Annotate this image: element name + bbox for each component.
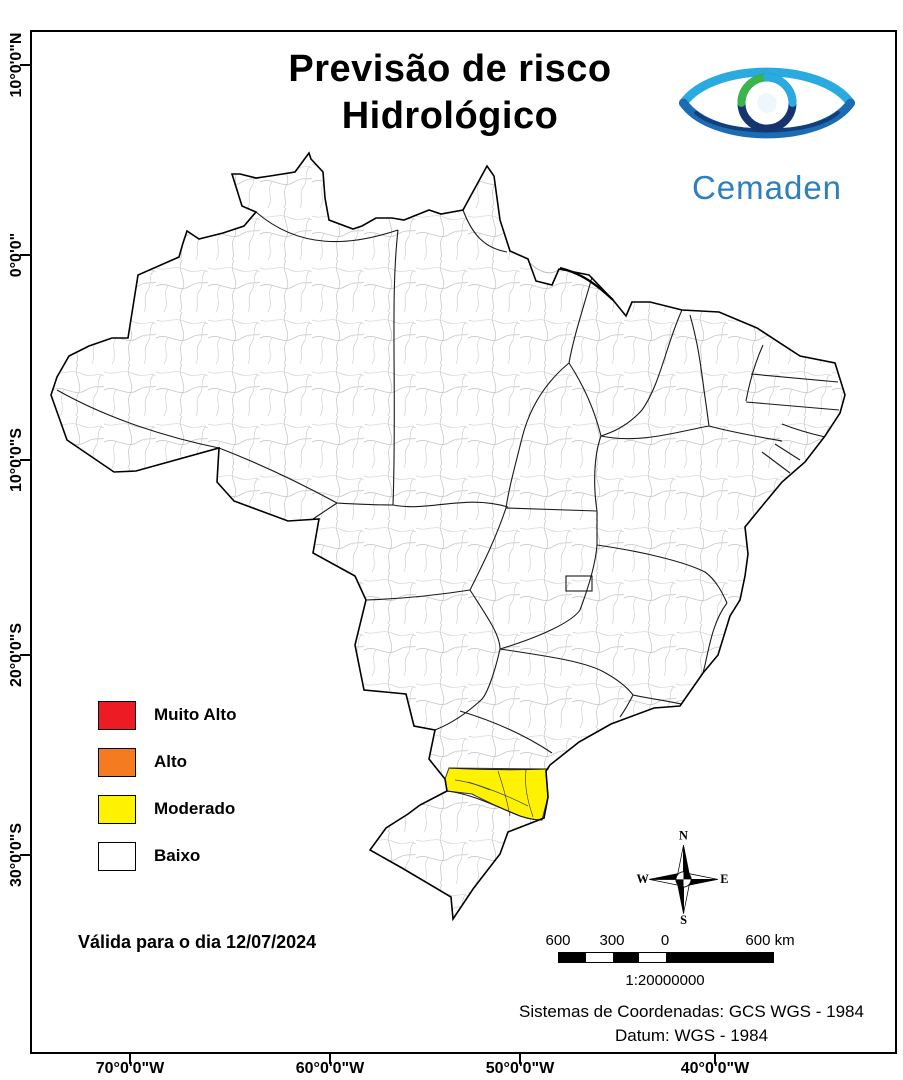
scale-ratio-text: 1:20000000 (625, 972, 705, 989)
lon-label-60w: 60°0'0"W (295, 1060, 365, 1077)
moderate-risk-municipal-lines (454, 769, 534, 818)
legend-item-alto: Alto (98, 747, 236, 777)
legend-label-baixo: Baixo (154, 846, 201, 865)
coordinate-system-line1: Sistemas de Coordenadas: GCS WGS - 1984 (519, 1002, 864, 1021)
lon-tick (129, 1052, 131, 1064)
scale-bar-segment (559, 953, 586, 962)
scale-label-600-left: 600 (545, 932, 571, 949)
lon-tick (329, 1052, 331, 1064)
lat-tick (20, 64, 32, 66)
page-title: Previsão de risco Hidrológico (150, 46, 750, 140)
map-frame-border (30, 30, 897, 1054)
legend-swatch-moderado (98, 794, 136, 824)
lat-tick (20, 654, 32, 656)
compass-e-label: E (720, 872, 728, 886)
risk-legend: Muito Alto Alto Moderado Baixo (98, 700, 236, 888)
scale-label-0: 0 (660, 932, 670, 949)
coordinate-system-line2: Datum: WGS - 1984 (614, 1026, 769, 1045)
scale-bar-segment (639, 953, 666, 962)
lon-label-50w: 50°0'0"W (485, 1060, 555, 1077)
scale-bar-segment (585, 953, 613, 962)
scale-bar (558, 952, 774, 963)
validity-date-text: Válida para o dia 12/07/2024 (78, 932, 317, 952)
lon-tick (714, 1052, 716, 1064)
coordinate-system-note: Sistemas de Coordenadas: GCS WGS - 1984 … (480, 1000, 903, 1048)
page-title-line1: Previsão de risco (288, 48, 612, 90)
state-boundaries (56, 209, 840, 821)
lon-label-40w: 40°0'0"W (680, 1060, 750, 1077)
municipal-boundaries-texture (51, 153, 845, 919)
legend-label-moderado: Moderado (154, 799, 236, 818)
lat-tick (20, 254, 32, 256)
brazil-outline (50, 151, 846, 922)
cemaden-eye-icon (678, 67, 856, 139)
cemaden-logo: Cemaden (662, 44, 872, 207)
legend-swatch-alto (98, 747, 136, 777)
lat-tick (20, 854, 32, 856)
scale-bar-segment (612, 953, 640, 962)
compass-n-label: N (679, 830, 688, 843)
compass-rose: N S E W (636, 830, 728, 925)
scale-label-300: 300 (599, 932, 625, 949)
legend-label-muito-alto: Muito Alto (154, 705, 237, 724)
legend-item-baixo: Baixo (98, 841, 236, 871)
lon-tick (519, 1052, 521, 1064)
distrito-federal-boundary (565, 575, 593, 592)
scale-bar-segment (666, 953, 773, 962)
compass-w-label: W (636, 872, 649, 886)
lon-label-70w: 70°0'0"W (95, 1060, 165, 1077)
legend-label-alto: Alto (154, 752, 188, 771)
compass-s-label: S (680, 913, 687, 925)
legend-item-moderado: Moderado (98, 794, 236, 824)
scale-label-600-km: 600 km (745, 932, 795, 949)
marajo-channel (527, 260, 559, 274)
cemaden-logo-text: Cemaden (691, 169, 843, 206)
legend-item-muito-alto: Muito Alto (98, 700, 236, 730)
lat-tick (20, 459, 32, 461)
legend-swatch-muito-alto (98, 700, 136, 730)
legend-swatch-baixo (98, 841, 136, 871)
page-title-line2: Hidrológico (341, 95, 559, 137)
